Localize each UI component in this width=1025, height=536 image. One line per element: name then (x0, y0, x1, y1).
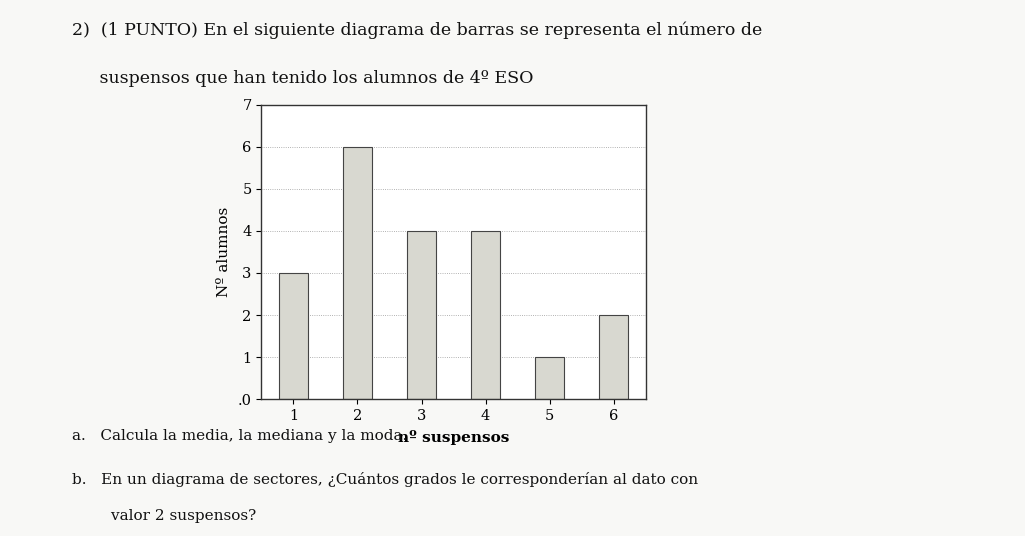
Text: suspensos que han tenido los alumnos de 4º ESO: suspensos que han tenido los alumnos de … (72, 70, 533, 87)
Text: a.   Calcula la media, la mediana y la moda.: a. Calcula la media, la mediana y la mod… (72, 429, 407, 443)
X-axis label: nº suspensos: nº suspensos (398, 430, 509, 445)
Text: valor 2 suspensos?: valor 2 suspensos? (72, 509, 256, 523)
Y-axis label: Nº alumnos: Nº alumnos (216, 207, 231, 297)
Text: b.   En un diagrama de sectores, ¿Cuántos grados le corresponderían al dato con: b. En un diagrama de sectores, ¿Cuántos … (72, 472, 698, 487)
Bar (279, 273, 308, 399)
Bar (600, 315, 628, 399)
Bar (472, 231, 500, 399)
Bar (535, 357, 564, 399)
Text: 2)  (1 PUNTO) En el siguiente diagrama de barras se representa el número de: 2) (1 PUNTO) En el siguiente diagrama de… (72, 21, 762, 39)
Bar (343, 147, 372, 399)
Bar (407, 231, 436, 399)
